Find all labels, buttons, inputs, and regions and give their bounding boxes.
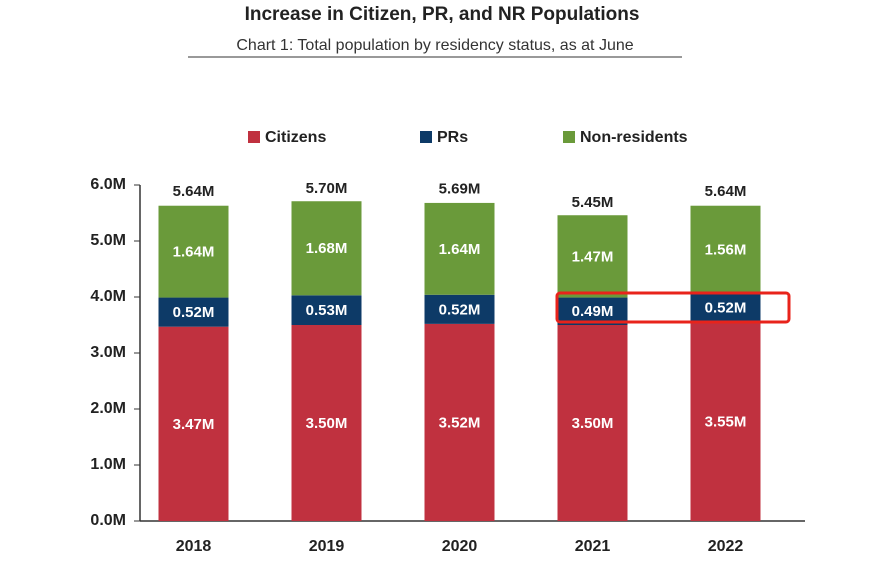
- total-label: 5.70M: [306, 180, 348, 197]
- bar-segment: [291, 201, 362, 296]
- y-tick-label: 6.0M: [90, 176, 126, 193]
- highlight-box: [555, 291, 791, 324]
- total-label: 5.69M: [439, 180, 481, 197]
- value-label: 1.64M: [439, 241, 481, 258]
- value-label: 1.68M: [306, 240, 348, 257]
- value-label: 1.47M: [572, 248, 614, 265]
- x-tick-label: 2022: [708, 538, 744, 555]
- legend-swatch: [248, 131, 260, 143]
- bar-segment: [424, 294, 495, 324]
- total-label: 5.64M: [173, 183, 215, 200]
- bar-segment: [557, 215, 628, 298]
- value-label: 0.49M: [572, 303, 614, 320]
- x-tick-label: 2018: [176, 538, 212, 555]
- value-label: 3.55M: [705, 414, 747, 431]
- bar-segment: [557, 325, 628, 521]
- bar-segment: [424, 202, 495, 295]
- y-tick-label: 4.0M: [90, 288, 126, 305]
- bar-segment: [690, 205, 761, 294]
- x-tick-label: 2020: [442, 538, 478, 555]
- y-tick-label: 5.0M: [90, 232, 126, 249]
- legend-label: PRs: [437, 129, 468, 146]
- legend-swatch: [563, 131, 575, 143]
- value-label: 3.47M: [173, 416, 215, 433]
- value-label: 0.53M: [306, 302, 348, 319]
- bar-segment: [291, 295, 362, 325]
- bar-segment: [291, 325, 362, 521]
- value-label: 3.52M: [439, 414, 481, 431]
- y-tick-label: 0.0M: [90, 512, 126, 529]
- legend-label: Non-residents: [580, 129, 688, 146]
- y-tick-label: 2.0M: [90, 400, 126, 417]
- total-label: 5.45M: [572, 194, 614, 211]
- x-tick-label: 2021: [575, 538, 611, 555]
- bar-segment: [158, 205, 229, 298]
- chart-title: Increase in Citizen, PR, and NR Populati…: [245, 4, 640, 25]
- bar-segment: [690, 293, 761, 323]
- legend-swatch: [420, 131, 432, 143]
- value-label: 1.56M: [705, 241, 747, 258]
- y-tick-label: 3.0M: [90, 344, 126, 361]
- value-label: 0.52M: [705, 300, 747, 317]
- value-label: 0.52M: [439, 301, 481, 318]
- bar-segment: [158, 297, 229, 327]
- bar-segment: [690, 322, 761, 521]
- value-label: 0.52M: [173, 304, 215, 321]
- total-label: 5.64M: [705, 183, 747, 200]
- chart-subtitle: Chart 1: Total population by residency s…: [236, 37, 633, 54]
- value-label: 3.50M: [572, 415, 614, 432]
- bar-segment: [557, 297, 628, 325]
- x-tick-label: 2019: [309, 538, 345, 555]
- value-label: 1.64M: [173, 244, 215, 261]
- bar-segment: [158, 326, 229, 521]
- bar-segment: [424, 323, 495, 521]
- value-label: 3.50M: [306, 415, 348, 432]
- legend-label: Citizens: [265, 129, 326, 146]
- y-tick-label: 1.0M: [90, 456, 126, 473]
